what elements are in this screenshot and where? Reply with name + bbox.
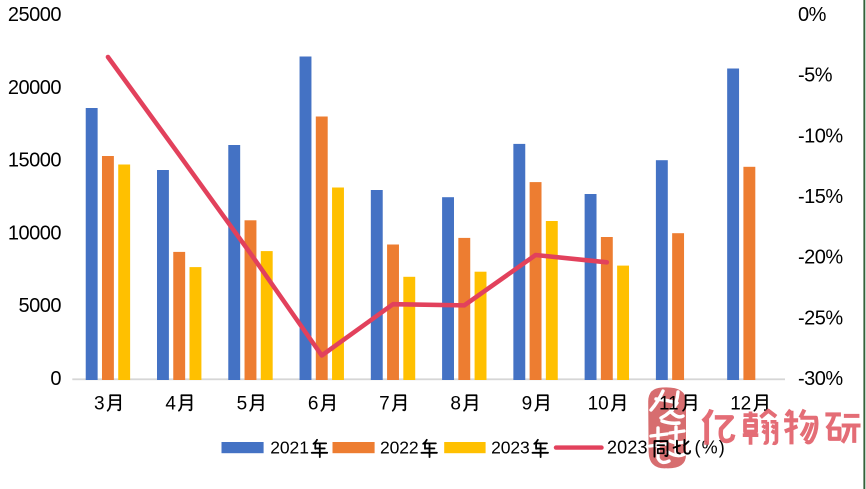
- svg-text:5000: 5000: [19, 295, 62, 317]
- svg-text:2021: 2021: [270, 437, 309, 457]
- svg-text:-20%: -20%: [798, 247, 843, 269]
- svg-text:15000: 15000: [8, 150, 61, 172]
- svg-text:2023: 2023: [607, 437, 648, 457]
- svg-text:-10%: -10%: [798, 125, 843, 147]
- svg-text:6: 6: [308, 394, 318, 415]
- svg-text:11: 11: [659, 394, 678, 415]
- svg-text:25000: 25000: [8, 4, 61, 26]
- svg-text:4: 4: [165, 394, 176, 415]
- svg-text:10000: 10000: [8, 222, 61, 244]
- svg-text:12: 12: [730, 394, 751, 415]
- svg-text:2022: 2022: [380, 437, 419, 457]
- svg-text:5: 5: [237, 394, 247, 415]
- svg-text:(%): (%): [695, 437, 726, 457]
- svg-text:-25%: -25%: [798, 307, 843, 329]
- svg-text:2023: 2023: [491, 437, 530, 457]
- svg-text:20000: 20000: [8, 77, 61, 99]
- svg-text:-5%: -5%: [798, 65, 833, 87]
- svg-text:7: 7: [379, 394, 389, 415]
- svg-text:3: 3: [94, 394, 104, 415]
- svg-text:-30%: -30%: [798, 368, 843, 390]
- svg-text:8: 8: [450, 394, 460, 415]
- svg-text:9: 9: [522, 394, 532, 415]
- svg-text:-15%: -15%: [798, 186, 843, 208]
- svg-text:0: 0: [50, 368, 61, 390]
- svg-text:0%: 0%: [798, 4, 827, 26]
- svg-text:10: 10: [588, 394, 609, 415]
